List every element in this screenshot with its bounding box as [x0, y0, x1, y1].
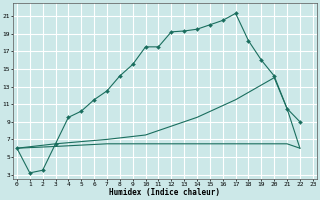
X-axis label: Humidex (Indice chaleur): Humidex (Indice chaleur)	[109, 188, 220, 197]
